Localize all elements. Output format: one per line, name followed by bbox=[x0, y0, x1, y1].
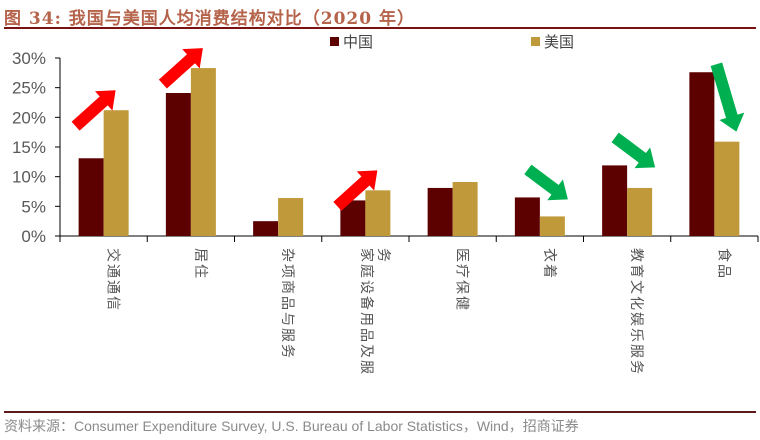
bar-usa bbox=[278, 198, 304, 236]
legend-swatch-china bbox=[330, 37, 339, 46]
bar-china bbox=[427, 187, 453, 236]
y-tick-label: 25% bbox=[12, 79, 46, 98]
y-tick-label: 30% bbox=[12, 49, 46, 68]
bar-usa bbox=[365, 190, 391, 236]
arrow-down-icon bbox=[524, 164, 568, 201]
bar-china bbox=[165, 93, 191, 236]
bar-china bbox=[253, 221, 279, 236]
x-tick-label: 食品 bbox=[715, 248, 732, 280]
bar-usa bbox=[627, 187, 653, 236]
bar-china bbox=[602, 165, 628, 236]
bar-china bbox=[514, 197, 540, 236]
bars-group bbox=[78, 68, 740, 237]
bar-usa bbox=[714, 141, 740, 236]
x-tick-label: 家庭设备用品及服 bbox=[358, 248, 375, 376]
x-tick-label: 务 bbox=[375, 248, 391, 264]
y-tick-label: 0% bbox=[21, 227, 46, 246]
bar-usa bbox=[190, 68, 216, 236]
arrow-up-icon bbox=[158, 48, 203, 89]
source-note: 资料来源：Consumer Expenditure Survey, U.S. B… bbox=[4, 418, 579, 434]
x-tick-label: 衣着 bbox=[541, 248, 557, 280]
trend-arrows bbox=[71, 48, 745, 211]
arrow-up-icon bbox=[333, 170, 378, 211]
y-tick-label: 5% bbox=[21, 197, 46, 216]
bar-usa bbox=[103, 110, 129, 236]
arrow-down-icon bbox=[710, 62, 745, 132]
chart-title: 图 34: 我国与美国人均消费结构对比（2020 年） bbox=[4, 9, 416, 29]
y-tick-label: 20% bbox=[12, 108, 46, 127]
footer-divider bbox=[4, 411, 756, 413]
bar-usa bbox=[452, 182, 478, 236]
x-axis bbox=[59, 235, 759, 242]
x-tick-label: 教育文化娱乐服务 bbox=[628, 248, 644, 376]
legend-label-usa: 美国 bbox=[544, 33, 574, 51]
bar-china bbox=[78, 158, 104, 236]
x-tick-label: 医疗保健 bbox=[454, 248, 470, 312]
arrow-up-icon bbox=[71, 90, 116, 131]
legend: 中国 美国 bbox=[330, 33, 574, 51]
y-tick-label: 10% bbox=[12, 168, 46, 187]
x-tick-label: 杂项商品与服务 bbox=[279, 248, 295, 360]
bar-chart: 0% 5% 10% 15% 20% 25% 30% 中国 美国 交通通信 居住 杂项商品与服务 家… bbox=[12, 33, 759, 376]
y-axis: 0% 5% 10% 15% 20% 25% 30% bbox=[12, 49, 61, 246]
x-tick-label: 居住 bbox=[192, 248, 208, 280]
x-tick-labels: 交通通信 居住 杂项商品与服务 家庭设备用品及服务 医疗保健 衣着 教育文化娱乐服务 食品 bbox=[105, 248, 733, 376]
legend-label-china: 中国 bbox=[343, 33, 373, 51]
title-divider bbox=[4, 27, 756, 29]
y-tick-label: 15% bbox=[12, 138, 46, 157]
legend-swatch-usa bbox=[531, 37, 540, 46]
bar-china bbox=[689, 72, 715, 237]
x-tick-label: 交通通信 bbox=[105, 248, 122, 312]
arrow-down-icon bbox=[611, 132, 656, 169]
bar-usa bbox=[539, 216, 565, 236]
